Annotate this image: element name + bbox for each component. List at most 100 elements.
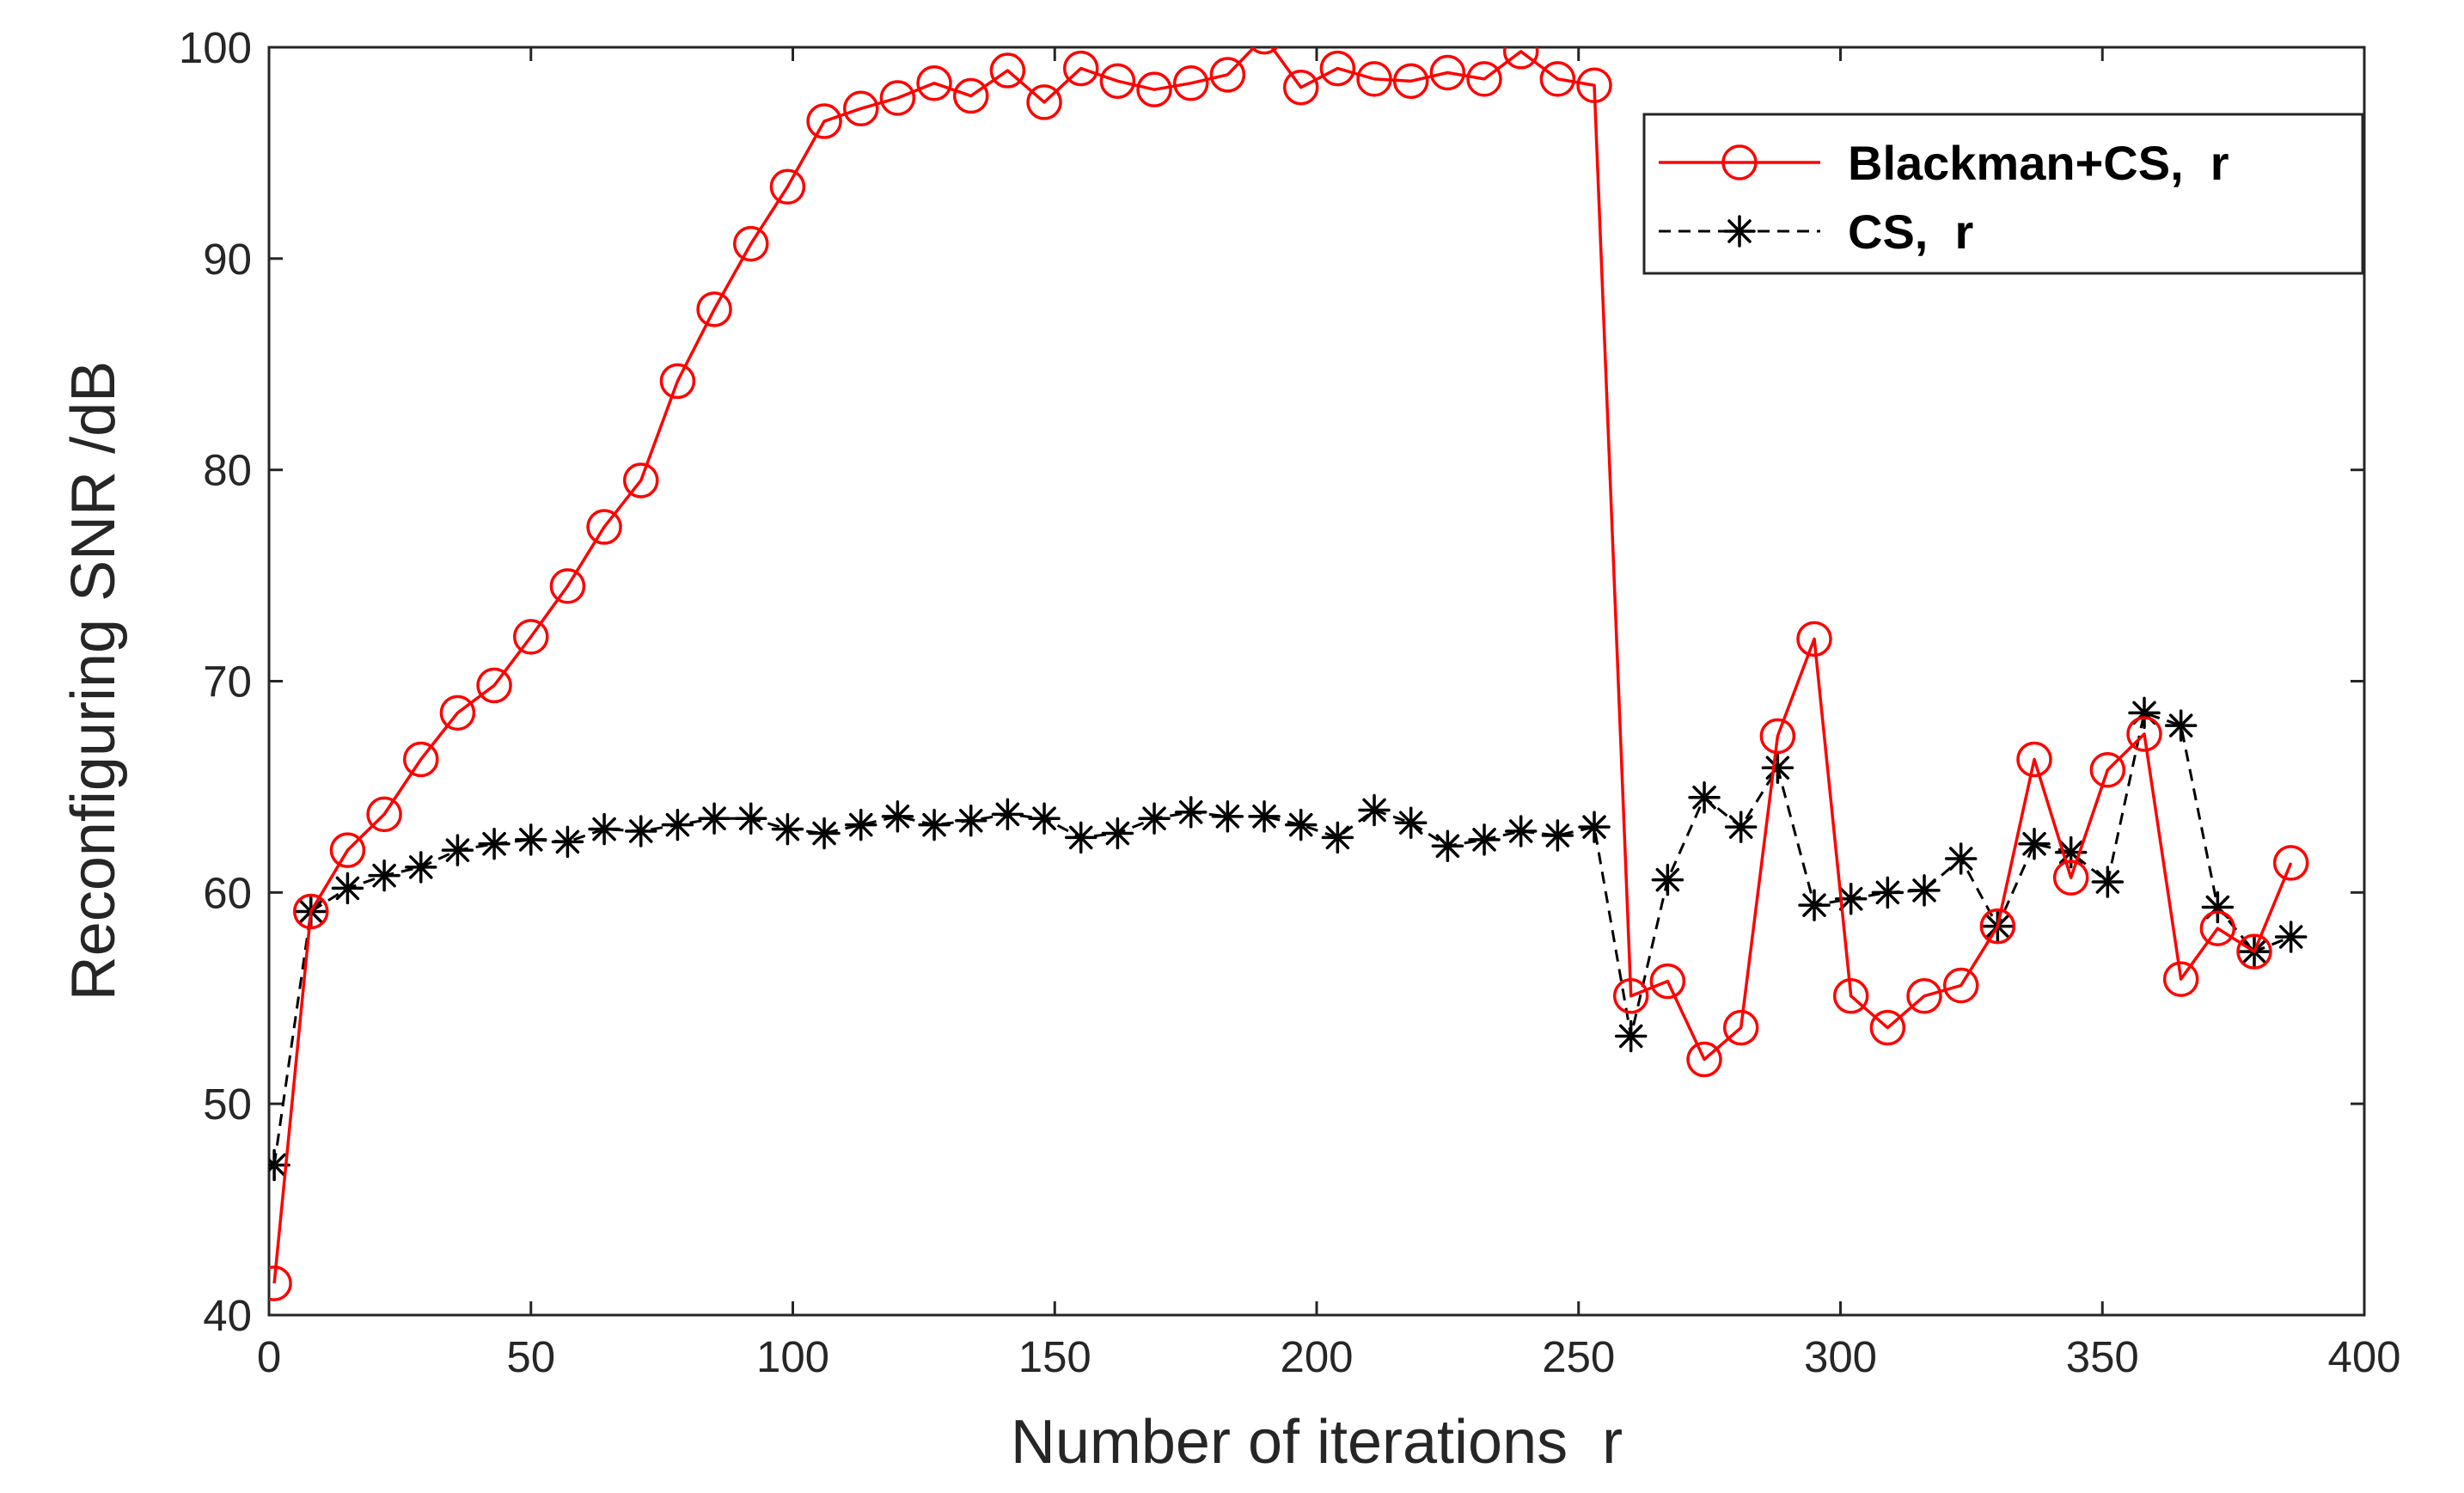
data-point-asterisk bbox=[771, 812, 804, 846]
series-blackman-cs bbox=[269, 47, 2309, 1301]
data-point-circle bbox=[1172, 65, 1209, 101]
data-point-asterisk bbox=[1174, 796, 1208, 829]
data-point-asterisk bbox=[2164, 709, 2198, 742]
data-point-asterisk bbox=[844, 808, 877, 841]
data-point-circle bbox=[1099, 63, 1136, 100]
data-point-asterisk bbox=[1614, 1019, 1648, 1053]
legend-marker-asterisk bbox=[1723, 215, 1756, 248]
data-point-circle bbox=[2236, 933, 2272, 970]
data-point-circle bbox=[1466, 61, 1502, 97]
data-point-asterisk bbox=[1908, 874, 1941, 907]
data-point-circle bbox=[916, 65, 952, 101]
data-point-circle bbox=[842, 90, 879, 127]
data-point-asterisk bbox=[441, 834, 474, 866]
data-point-asterisk bbox=[331, 872, 364, 905]
data-point-circle bbox=[549, 568, 586, 604]
data-point-asterisk bbox=[1578, 811, 1611, 843]
data-point-asterisk bbox=[918, 808, 951, 841]
data-point-circle bbox=[293, 893, 329, 930]
data-point-circle bbox=[1392, 63, 1429, 100]
data-point-asterisk bbox=[661, 808, 694, 841]
data-point-circle bbox=[2126, 716, 2162, 752]
data-point-circle bbox=[806, 103, 842, 139]
data-point-circle bbox=[329, 832, 366, 868]
data-point-circle bbox=[1539, 61, 1576, 97]
x-tick-label: 200 bbox=[1280, 1332, 1353, 1381]
data-point-asterisk bbox=[1284, 808, 1318, 841]
legend-marker-circle bbox=[1721, 144, 1758, 181]
data-point-asterisk bbox=[515, 823, 547, 856]
data-point-circle bbox=[2052, 860, 2089, 896]
x-axis-title: Number of iterations r bbox=[1011, 1408, 1623, 1477]
data-point-circle bbox=[1979, 908, 2016, 945]
data-point-circle bbox=[1429, 54, 1466, 91]
data-point-asterisk bbox=[1761, 751, 1795, 785]
data-point-asterisk bbox=[1064, 821, 1097, 854]
data-point-asterisk bbox=[1468, 823, 1501, 856]
x-tick-label: 100 bbox=[756, 1332, 829, 1381]
data-point-circle bbox=[366, 796, 402, 833]
data-point-circle bbox=[769, 168, 806, 205]
data-point-circle bbox=[476, 667, 512, 704]
data-point-circle bbox=[403, 741, 439, 778]
data-point-circle bbox=[1942, 967, 1979, 1004]
legend: Blackman+CS, r CS, r bbox=[1642, 113, 2364, 275]
y-tick-label: 90 bbox=[203, 235, 252, 284]
data-point-asterisk bbox=[405, 851, 437, 884]
data-point-circle bbox=[732, 225, 769, 262]
data-point-asterisk bbox=[1211, 800, 1244, 833]
data-point-circle bbox=[879, 80, 916, 116]
data-point-circle bbox=[2162, 961, 2199, 997]
data-point-asterisk bbox=[1101, 817, 1134, 850]
data-point-asterisk bbox=[1944, 842, 1978, 875]
data-point-asterisk bbox=[2274, 921, 2308, 953]
data-point-asterisk bbox=[698, 802, 731, 835]
series-layer bbox=[269, 47, 2309, 1301]
y-tick-label: 50 bbox=[203, 1080, 252, 1129]
data-point-circle bbox=[2016, 741, 2052, 778]
data-point-circle bbox=[1282, 69, 1319, 106]
data-point-asterisk bbox=[1871, 876, 1905, 909]
y-tick-label: 40 bbox=[203, 1291, 252, 1340]
data-point-asterisk bbox=[991, 798, 1024, 831]
data-point-asterisk bbox=[269, 1148, 290, 1182]
x-tick-label: 300 bbox=[1804, 1332, 1877, 1381]
y-tick-label: 70 bbox=[203, 658, 252, 707]
data-point-asterisk bbox=[368, 859, 400, 892]
data-point-circle bbox=[1356, 61, 1392, 97]
legend-asterisk-glyph bbox=[1723, 215, 1756, 248]
data-point-asterisk bbox=[588, 812, 621, 846]
data-point-circle bbox=[1759, 718, 1796, 755]
data-point-asterisk bbox=[478, 828, 511, 860]
legend-label-cs: CS, r bbox=[1848, 205, 1973, 259]
data-point-circle bbox=[1796, 621, 1832, 658]
data-point-circle bbox=[989, 52, 1026, 89]
data-point-asterisk bbox=[881, 800, 914, 833]
data-point-circle bbox=[513, 619, 549, 655]
series-line bbox=[272, 47, 2293, 1284]
data-point-circle bbox=[1906, 978, 1942, 1014]
data-point-asterisk bbox=[551, 825, 584, 859]
data-point-circle bbox=[1576, 67, 1612, 103]
x-tick-label: 400 bbox=[2327, 1332, 2400, 1381]
data-point-asterisk bbox=[1431, 829, 1464, 862]
data-point-circle bbox=[1869, 1009, 1906, 1046]
data-point-circle bbox=[1209, 57, 1246, 93]
data-point-asterisk bbox=[1541, 819, 1574, 852]
data-point-circle bbox=[439, 694, 476, 731]
data-point-asterisk bbox=[1138, 802, 1171, 835]
data-point-asterisk bbox=[1504, 815, 1538, 847]
data-point-asterisk bbox=[1248, 800, 1281, 833]
y-tick-label: 80 bbox=[203, 446, 252, 495]
x-tick-label: 350 bbox=[2066, 1332, 2139, 1381]
data-point-circle bbox=[952, 77, 989, 114]
y-tick-label: 100 bbox=[179, 23, 252, 72]
data-point-asterisk bbox=[954, 805, 987, 837]
data-point-circle bbox=[659, 363, 696, 400]
data-point-circle bbox=[1722, 1009, 1759, 1046]
data-point-circle bbox=[2199, 910, 2236, 946]
legend-label-blackman-cs: Blackman+CS, r bbox=[1848, 136, 2229, 190]
data-point-asterisk bbox=[1394, 806, 1428, 839]
data-point-circle bbox=[1832, 978, 1869, 1014]
